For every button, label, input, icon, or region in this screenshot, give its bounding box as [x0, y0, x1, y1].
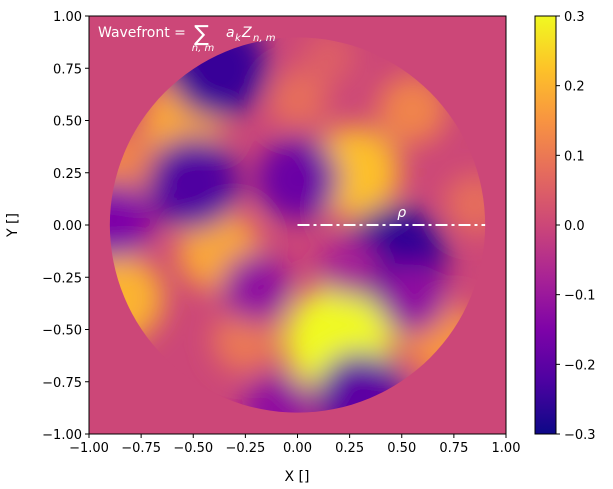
colorbar-tick-label: 0.3	[564, 10, 585, 25]
wavefront-blob	[242, 374, 312, 413]
y-tick-label: −0.25	[42, 271, 82, 286]
zernike-term: Z	[241, 25, 252, 41]
wavefront-blob	[256, 137, 339, 221]
y-tick-label: 1.00	[53, 10, 82, 25]
colorbar-ticks: 0.3 0.2 0.1 0.0 −0.1 −0.2 −0.3	[556, 10, 596, 443]
rho-label: ρ	[397, 205, 406, 221]
wavefront-blobs	[109, 37, 486, 413]
x-tick-label: 1.00	[492, 441, 521, 456]
colorbar-tick-label: 0.1	[564, 149, 585, 164]
annotation-prefix: Wavefront =	[98, 25, 186, 41]
y-axis-ticks: 1.00 0.75 0.50 0.25 0.00 −0.25 −0.50 −0.75 −1.00	[42, 10, 89, 443]
x-tick-label: 0.00	[283, 441, 312, 456]
coef-term: a	[226, 25, 235, 41]
wavefront-blob	[302, 37, 356, 85]
y-axis-label: Y []	[5, 213, 21, 238]
wavefront-blob	[377, 263, 447, 333]
y-tick-label: −1.00	[42, 428, 82, 443]
colorbar-tick-label: 0.2	[564, 80, 585, 95]
wavefront-blob	[316, 352, 404, 413]
wavefront-blob	[377, 75, 447, 145]
wavefront-blob	[109, 182, 153, 259]
colorbar-tick-label: −0.2	[564, 358, 596, 373]
wavefront-blob	[267, 69, 328, 130]
x-tick-label: −1.00	[69, 441, 109, 456]
y-tick-label: 0.00	[53, 219, 82, 234]
x-tick-label: 0.75	[439, 441, 468, 456]
x-tick-label: 0.50	[387, 441, 416, 456]
colorbar-tick-label: 0.0	[564, 219, 585, 234]
sum-subscript: n, m	[192, 43, 215, 54]
x-axis-ticks: −1.00 −0.75 −0.50 −0.25 0.00 0.25 0.50 0.75 1.00	[69, 434, 520, 456]
coef-subscript: k	[235, 33, 242, 44]
colorbar-tick-label: −0.1	[564, 289, 596, 304]
x-tick-label: 0.25	[335, 441, 364, 456]
wavefront-blob	[221, 253, 291, 323]
colorbar	[534, 15, 557, 435]
wavefront-blob	[319, 236, 380, 297]
wavefront-blob	[147, 137, 240, 230]
y-tick-label: −0.75	[42, 376, 82, 391]
wavefront-blob	[444, 174, 486, 235]
wavefront-annotation: Wavefront = ∑ n, m a k Z n, m	[98, 22, 276, 54]
y-tick-label: 0.25	[53, 167, 82, 182]
x-axis-label: X []	[285, 469, 310, 485]
y-tick-label: 0.75	[53, 62, 82, 77]
wavefront-blob	[109, 131, 155, 202]
x-tick-label: −0.50	[173, 441, 213, 456]
zernike-subscript: n, m	[253, 33, 276, 44]
colorbar-tick-label: −0.3	[564, 428, 596, 443]
y-tick-label: 0.50	[53, 115, 82, 130]
sum-symbol: ∑	[194, 22, 209, 47]
y-tick-label: −0.50	[42, 324, 82, 339]
x-tick-label: −0.25	[225, 441, 265, 456]
svg-text:Wavefront =: Wavefront =	[98, 25, 186, 41]
x-tick-label: −0.75	[121, 441, 161, 456]
wavefront-blob	[213, 307, 278, 373]
